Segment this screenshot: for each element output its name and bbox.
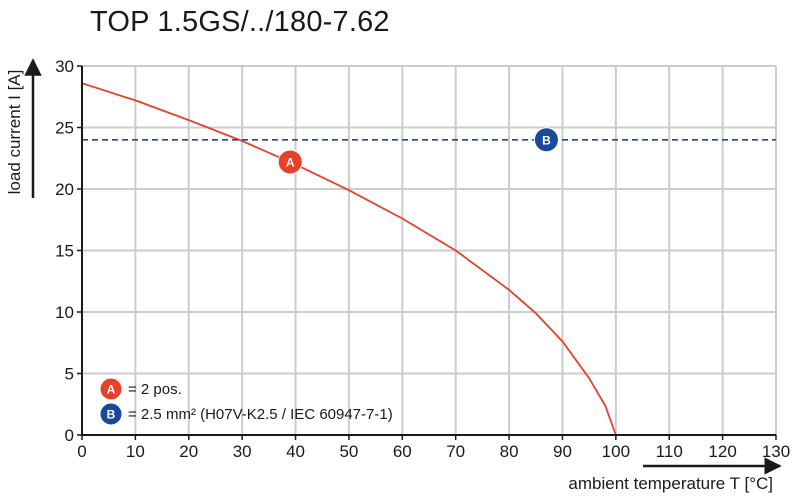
- x-tick-label: 90: [553, 442, 572, 461]
- x-tick-label: 60: [393, 442, 412, 461]
- legend-badge-b-circle: [99, 402, 123, 426]
- y-tick-label: 5: [65, 365, 74, 384]
- x-tick-label: 50: [339, 442, 358, 461]
- tick-labels: 0 10 20 30 40 50 60 70 80 90 100 110 120 130 0 5 10 15 20 2…: [55, 57, 790, 461]
- y-tick-label: 0: [65, 426, 74, 445]
- marker-a-letter: A: [286, 155, 295, 169]
- x-tick-label: 10: [126, 442, 145, 461]
- x-tick-label: 20: [179, 442, 198, 461]
- legend-entry-b: = 2.5 mm² (H07V-K2.5 / IEC 60947-7-1): [128, 406, 393, 423]
- y-tick-label: 20: [55, 180, 74, 199]
- x-tick-label: 120: [708, 442, 736, 461]
- legend-entry-a: = 2 pos.: [128, 381, 182, 398]
- y-tick-label: 30: [55, 57, 74, 76]
- x-tick-label: 130: [762, 442, 790, 461]
- x-axis-label: ambient temperature T [°C]: [568, 474, 773, 493]
- chart-title: TOP 1.5GS/../180-7.62: [90, 6, 390, 38]
- marker-b-letter: B: [542, 133, 551, 147]
- grid-lines: [82, 65, 777, 435]
- marker-b-circle: [533, 127, 559, 153]
- series-markers: AB: [277, 127, 559, 175]
- x-tick-label: 0: [77, 442, 86, 461]
- y-tick-label: 25: [55, 119, 74, 138]
- y-axis-label: load current I [A]: [5, 70, 24, 195]
- legend-badge-b-letter: B: [107, 408, 116, 422]
- marker-a-circle: [277, 149, 303, 175]
- y-tick-label: 15: [55, 242, 74, 261]
- x-tick-label: 100: [602, 442, 630, 461]
- x-tick-label: 80: [500, 442, 519, 461]
- series-line-a: [81, 82, 617, 436]
- legend-badge-a-circle: [99, 377, 123, 401]
- y-tick-label: 10: [55, 303, 74, 322]
- x-tick-label: 40: [286, 442, 305, 461]
- series-group: [81, 82, 776, 436]
- legend: A = 2 pos. B = 2.5 mm² (H07V-K2.5 / IEC 609…: [99, 377, 393, 426]
- legend-badge-a-letter: A: [107, 383, 116, 397]
- axis-labels: load current I [A] ambient temperature T …: [5, 58, 782, 493]
- axes: [77, 65, 777, 440]
- x-tick-label: 70: [446, 442, 465, 461]
- x-tick-label: 110: [656, 442, 683, 461]
- x-tick-label: 30: [233, 442, 252, 461]
